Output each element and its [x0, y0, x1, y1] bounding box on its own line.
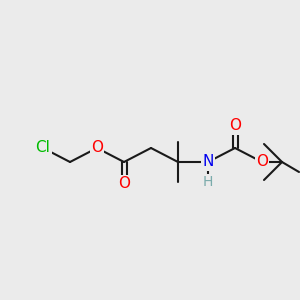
Text: O: O: [91, 140, 103, 155]
Text: O: O: [256, 154, 268, 169]
Text: N: N: [202, 154, 214, 169]
Text: O: O: [118, 176, 130, 191]
Text: H: H: [203, 175, 213, 189]
Text: Cl: Cl: [36, 140, 50, 155]
Text: O: O: [229, 118, 241, 134]
